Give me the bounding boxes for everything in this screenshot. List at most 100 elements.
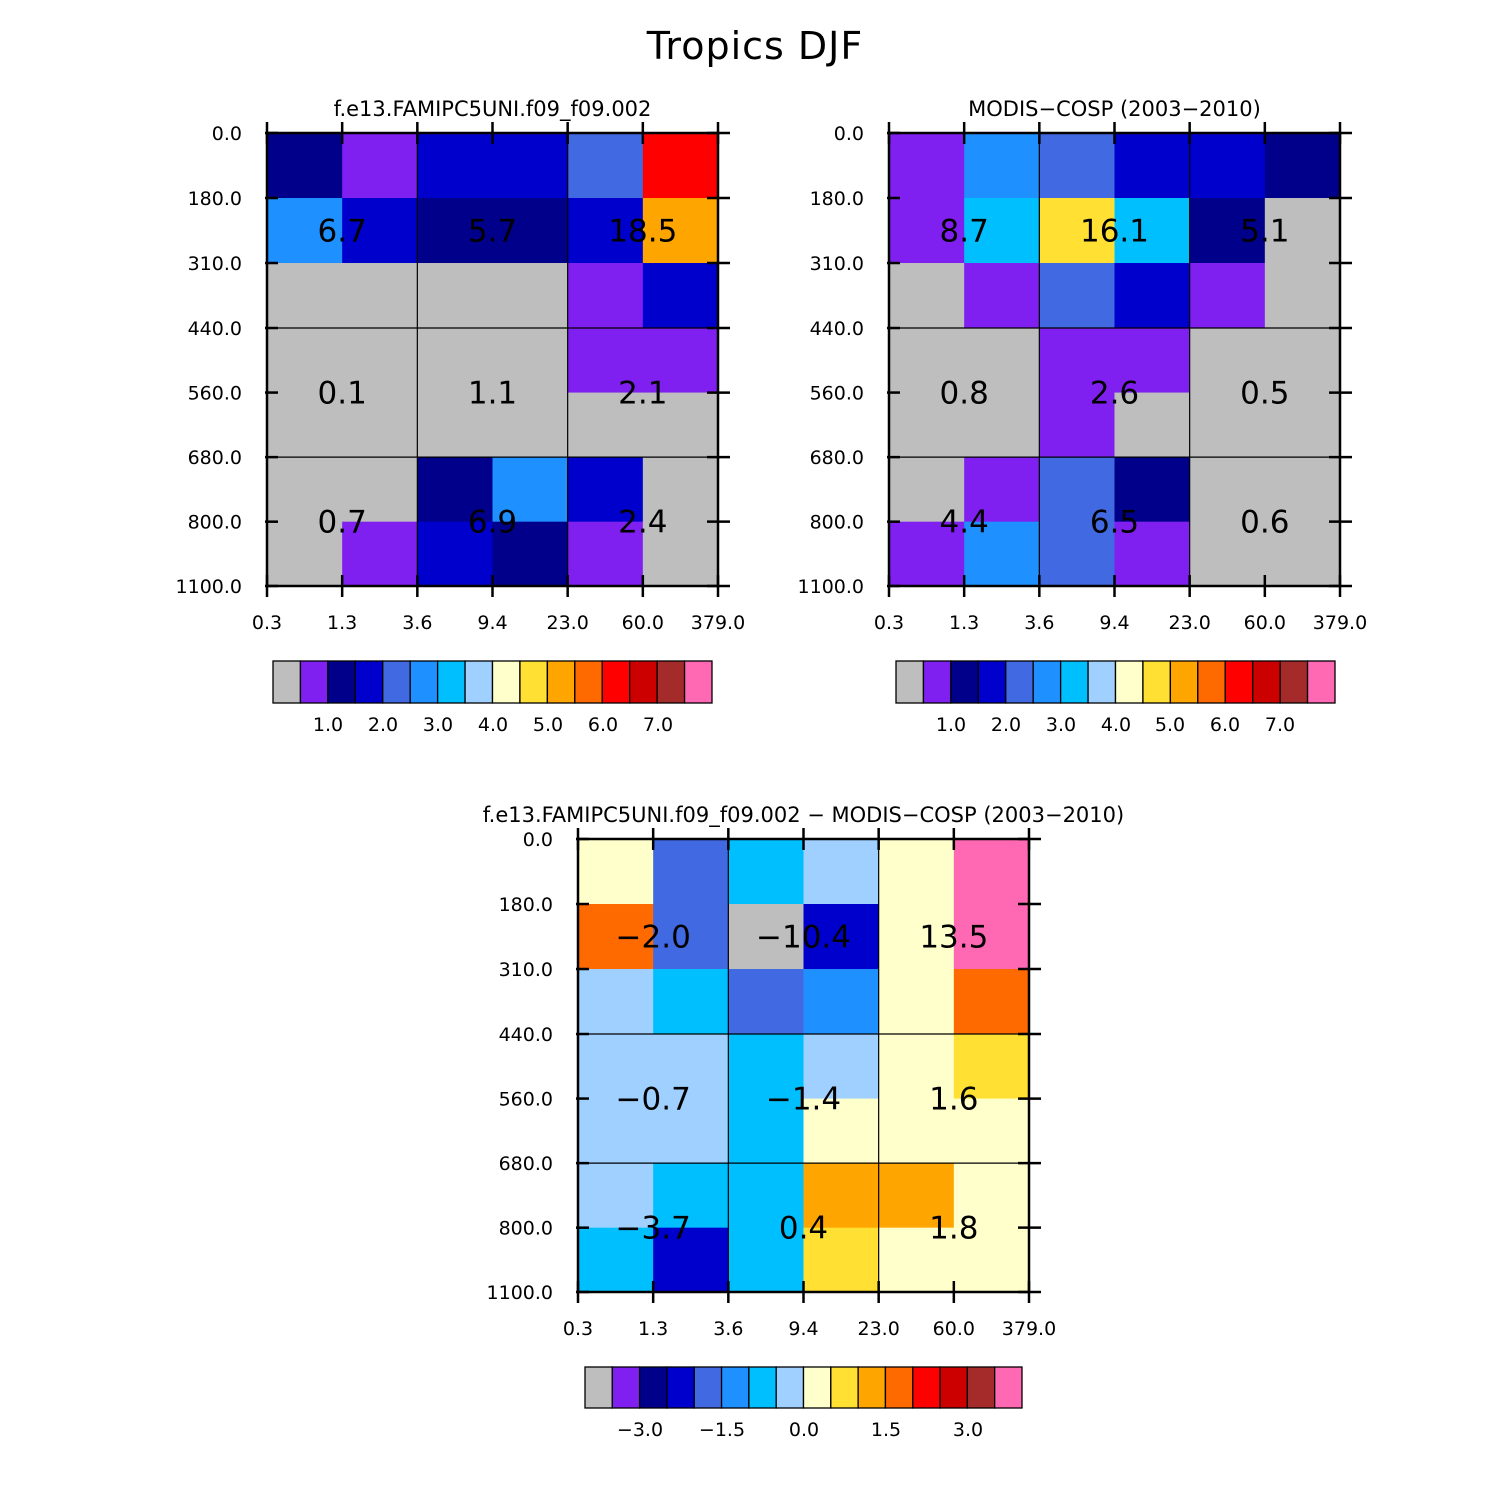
colorbar-swatch [1059,660,1089,704]
heatmap-cell [728,839,805,905]
colorbar-tick-label: 5.0 [1155,714,1185,736]
heatmap-cell [567,457,644,523]
y-tick-label: 440.0 [810,318,864,340]
colorbar-swatch [464,660,494,704]
colorbar-tick-label: 4.0 [478,714,508,736]
heatmap-cell [953,1098,1030,1164]
y-tick-label: 560.0 [188,383,242,405]
colorbar-swatch [966,1366,996,1409]
heatmap-cell [878,1098,955,1164]
heatmap-cell [1189,392,1266,458]
block-value-label: 6.9 [468,505,517,541]
y-tick-label: 1100.0 [487,1282,553,1304]
y-tick-label: 800.0 [499,1218,553,1240]
heatmap-cell [1039,263,1116,329]
heatmap-cell [267,392,343,458]
colorbar-swatch [922,660,952,704]
heatmap-cell [878,1034,955,1100]
y-tick-label: 800.0 [810,512,864,534]
heatmap-cell [267,263,343,329]
colorbar-swatch [857,1366,887,1409]
heatmap-cell [889,133,965,199]
block-value-label: 13.5 [919,920,988,956]
heatmap-cell [417,392,494,458]
heatmap-cell [728,1034,805,1100]
y-tick-label: 680.0 [188,447,242,469]
heatmap-cell [642,328,719,394]
heatmap-cell [953,904,1030,970]
heatmap-cell [578,1227,654,1293]
y-tick-label: 0.0 [834,123,864,145]
heatmap-cell [889,198,965,264]
heatmap-cell [964,328,1040,394]
colorbar-tick-label: 1.0 [313,714,343,736]
heatmap-cell [728,904,805,970]
x-tick-label: 60.0 [933,1318,975,1340]
block-value-label: −1.4 [766,1082,841,1118]
heatmap-cell [492,198,569,264]
colorbar-swatch [1114,660,1144,704]
colorbar-swatch [950,660,979,704]
heatmap-cell [1039,521,1116,587]
heatmap-cell [1114,392,1191,458]
colorbar-swatch [382,660,411,704]
y-tick-label: 180.0 [810,188,864,210]
block-value-label: 0.5 [1240,376,1289,412]
heatmap-cell [1039,392,1116,458]
y-tick-label: 440.0 [188,318,242,340]
y-tick-label: 1100.0 [176,576,242,598]
heatmap-cell [342,457,418,523]
heatmap-cell [803,1163,880,1229]
colorbar-tick-label: 0.0 [789,1419,819,1441]
panel-title: MODIS−COSP (2003−2010) [968,97,1261,121]
y-tick-label: 310.0 [188,253,242,275]
heatmap-cell [1189,133,1266,199]
heatmap-cell [653,1034,729,1100]
x-tick-label: 3.6 [402,612,432,634]
heatmap-cell [417,198,494,264]
heatmap-cell [1114,133,1191,199]
x-tick-label: 23.0 [1169,612,1211,634]
x-tick-label: 379.0 [691,612,745,634]
heatmap-cell [878,1227,955,1293]
x-tick-label: 9.4 [477,612,507,634]
colorbar-tick-label: −3.0 [617,1419,663,1441]
colorbar-swatch [327,660,356,704]
colorbar-swatch [994,1366,1023,1409]
x-tick-label: 379.0 [1313,612,1367,634]
heatmap-cell [267,457,343,523]
heatmap-cell [1114,263,1191,329]
heatmap-cell [1114,198,1191,264]
colorbar-tick-label: 3.0 [1046,714,1076,736]
colorbar-swatch [491,660,521,704]
colorbar-swatch [1279,660,1309,704]
heatmap-cell [1039,133,1116,199]
heatmap-cell [642,457,719,523]
colorbar-tick-label: 2.0 [368,714,398,736]
heatmap-cell [342,392,418,458]
heatmap-cell [964,392,1040,458]
x-tick-label: 60.0 [1244,612,1286,634]
colorbar-tick-label: 1.5 [871,1419,901,1441]
y-tick-label: 800.0 [188,512,242,534]
block-value-label: 1.8 [929,1211,978,1247]
heatmap-cell [1264,328,1341,394]
heatmap-cell [889,263,965,329]
y-tick-label: 310.0 [499,959,553,981]
heatmap-cell [417,521,494,587]
heatmap-panel-2: 8.7 16.1 5.1 0.8 2.6 0.5 4.4 6.5 0.6 0.0 180.0 310.… [798,97,1368,736]
heatmap-cell [1264,392,1341,458]
heatmap-cell [653,1098,729,1164]
heatmap-cell [578,904,654,970]
colorbar-swatch [601,660,631,704]
block-value-label: 1.1 [468,376,517,412]
heatmap-cell [1114,521,1191,587]
heatmap-cell [492,263,569,329]
heatmap-cell [492,457,569,523]
heatmap-cell [878,904,955,970]
heatmap-cell [578,1163,654,1229]
heatmap-cell [728,1163,805,1229]
heatmap-cell [1039,457,1116,523]
colorbar-swatch [354,660,384,704]
y-tick-label: 0.0 [523,829,553,851]
